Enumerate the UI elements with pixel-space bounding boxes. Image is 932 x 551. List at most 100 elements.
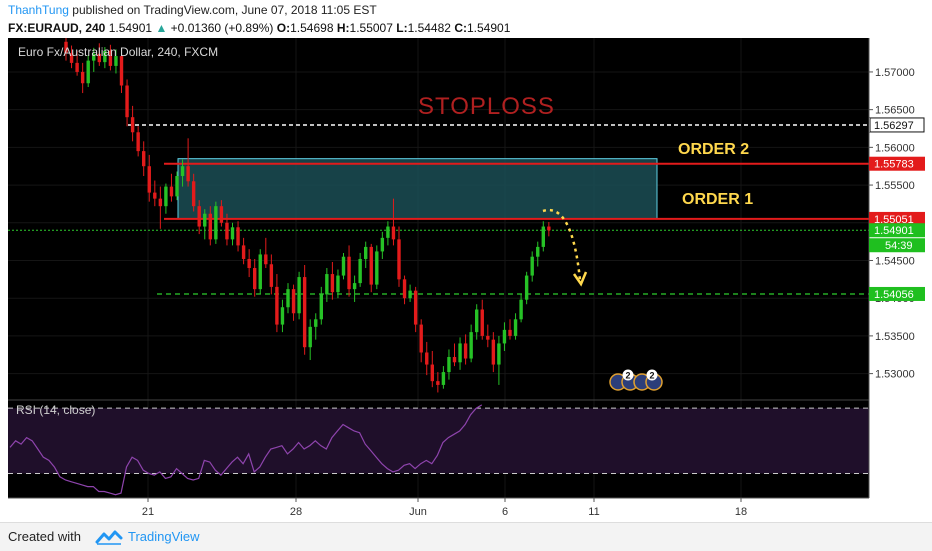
candle-body <box>475 309 479 333</box>
target-axis-tag <box>869 286 925 301</box>
chart-title: Euro Fx/Australian Dollar, 240, FXCM <box>18 45 218 59</box>
candle-body <box>419 324 423 353</box>
candle-body <box>186 166 190 182</box>
last-price-axis-label: 1.54901 <box>874 225 914 237</box>
candle-body <box>325 274 329 295</box>
candle-body <box>286 289 290 308</box>
stoploss-axis-border <box>869 117 925 133</box>
time-tick-label: 11 <box>588 506 599 518</box>
candle-body <box>208 213 212 240</box>
candle-body <box>214 206 218 240</box>
time-tick-label: 6 <box>502 506 508 518</box>
projection-arrow-head-icon <box>572 271 588 287</box>
candle-body <box>452 357 457 363</box>
candle-body <box>458 343 462 363</box>
price-tick-label: 1.56000 <box>875 142 915 154</box>
candle-body <box>142 151 146 167</box>
candle-body <box>336 275 340 293</box>
close-value: 1.54901 <box>466 21 511 35</box>
candle-body <box>524 275 529 300</box>
candle-body <box>341 256 346 276</box>
candle-body <box>352 283 357 290</box>
candle-body <box>397 239 401 280</box>
candle-body <box>253 268 257 290</box>
candle-body <box>541 226 545 247</box>
candle-body <box>502 329 507 344</box>
time-tick-label: 28 <box>290 506 302 518</box>
order-2-axis-tag <box>869 156 925 171</box>
time-tick-label: Jun <box>409 506 427 518</box>
publish-text: published on TradingView.com, June 07, 2… <box>68 3 377 17</box>
candle-body <box>158 198 163 207</box>
symbol-ohlc-bar: FX:EURAUD, 240 1.54901 ▲ +0.01360 (+0.89… <box>8 21 510 35</box>
candle-body <box>86 60 90 84</box>
candle-body <box>130 117 135 133</box>
candle-body <box>119 56 124 86</box>
candle-body <box>80 71 85 84</box>
low-label: L: <box>396 21 408 35</box>
candle-body <box>402 279 407 299</box>
high-label: H: <box>336 21 350 35</box>
candle-body <box>358 258 362 284</box>
candle-body <box>463 343 468 359</box>
candle-body <box>297 277 301 314</box>
candle-body <box>136 132 140 152</box>
candle-body <box>264 254 268 265</box>
symbol-label: FX:EURAUD, 240 <box>8 21 106 35</box>
order-1-axis-tag <box>869 211 925 226</box>
candle-body <box>291 289 296 314</box>
author-link[interactable]: ThanhTung <box>8 3 69 17</box>
last-price-axis-tag <box>869 223 925 238</box>
close-label: C: <box>454 21 467 35</box>
candle-body <box>513 319 518 336</box>
candle-body <box>391 226 396 240</box>
time-tick-label: 18 <box>735 506 747 518</box>
candle-body <box>491 339 496 365</box>
candle-body <box>547 226 551 231</box>
candle-body <box>413 290 418 325</box>
tradingview-link[interactable]: TradingView <box>128 529 200 544</box>
candle-body <box>97 53 101 63</box>
candle-body <box>180 166 185 177</box>
stoploss-axis-label: 1.56297 <box>874 120 914 132</box>
rsi-title: RSI (14, close) <box>16 403 95 417</box>
rsi-line <box>9 404 483 496</box>
candle-body <box>536 246 540 257</box>
candle-body <box>191 181 196 207</box>
candle-body <box>364 246 368 259</box>
candle-body <box>308 326 312 348</box>
candle-body <box>197 206 201 227</box>
candle-body <box>508 329 512 336</box>
candle-body <box>269 264 274 287</box>
candle-body <box>302 277 307 348</box>
countdown-tag <box>869 238 925 253</box>
event-count-badge <box>646 369 658 381</box>
candle-body <box>203 213 207 227</box>
candle-body <box>275 286 279 325</box>
projection-arrow <box>542 208 582 281</box>
candle-body <box>436 381 440 385</box>
candle-body <box>447 357 451 373</box>
countdown-label: 54:39 <box>885 240 913 252</box>
candle-body <box>169 186 174 197</box>
open-value: 1.54698 <box>290 21 334 35</box>
order-2-label: ORDER 2 <box>678 141 749 158</box>
price-tick-label: 1.54500 <box>875 255 915 267</box>
price-chart[interactable]: RSI (14, close) 60.000040.000020.00001.5… <box>0 38 932 522</box>
time-tick-label: 21 <box>142 506 154 518</box>
candle-body <box>530 256 534 276</box>
candle-body <box>103 50 107 63</box>
candle-body <box>369 246 373 285</box>
change-arrow-icon: ▲ <box>155 21 168 35</box>
candle-body <box>497 343 501 365</box>
order-2-axis-label: 1.55783 <box>874 159 914 171</box>
price-tick-label: 1.57000 <box>875 67 915 79</box>
order-zone-box <box>177 158 658 220</box>
stoploss-axis-tag <box>869 117 925 132</box>
change-value: +0.01360 (+0.89%) <box>170 21 274 35</box>
rsi-panel: RSI (14, close) <box>8 399 869 496</box>
candlestick-series <box>64 38 551 393</box>
candle-body <box>469 332 473 359</box>
candle-body <box>425 352 429 365</box>
candle-body <box>319 294 323 320</box>
